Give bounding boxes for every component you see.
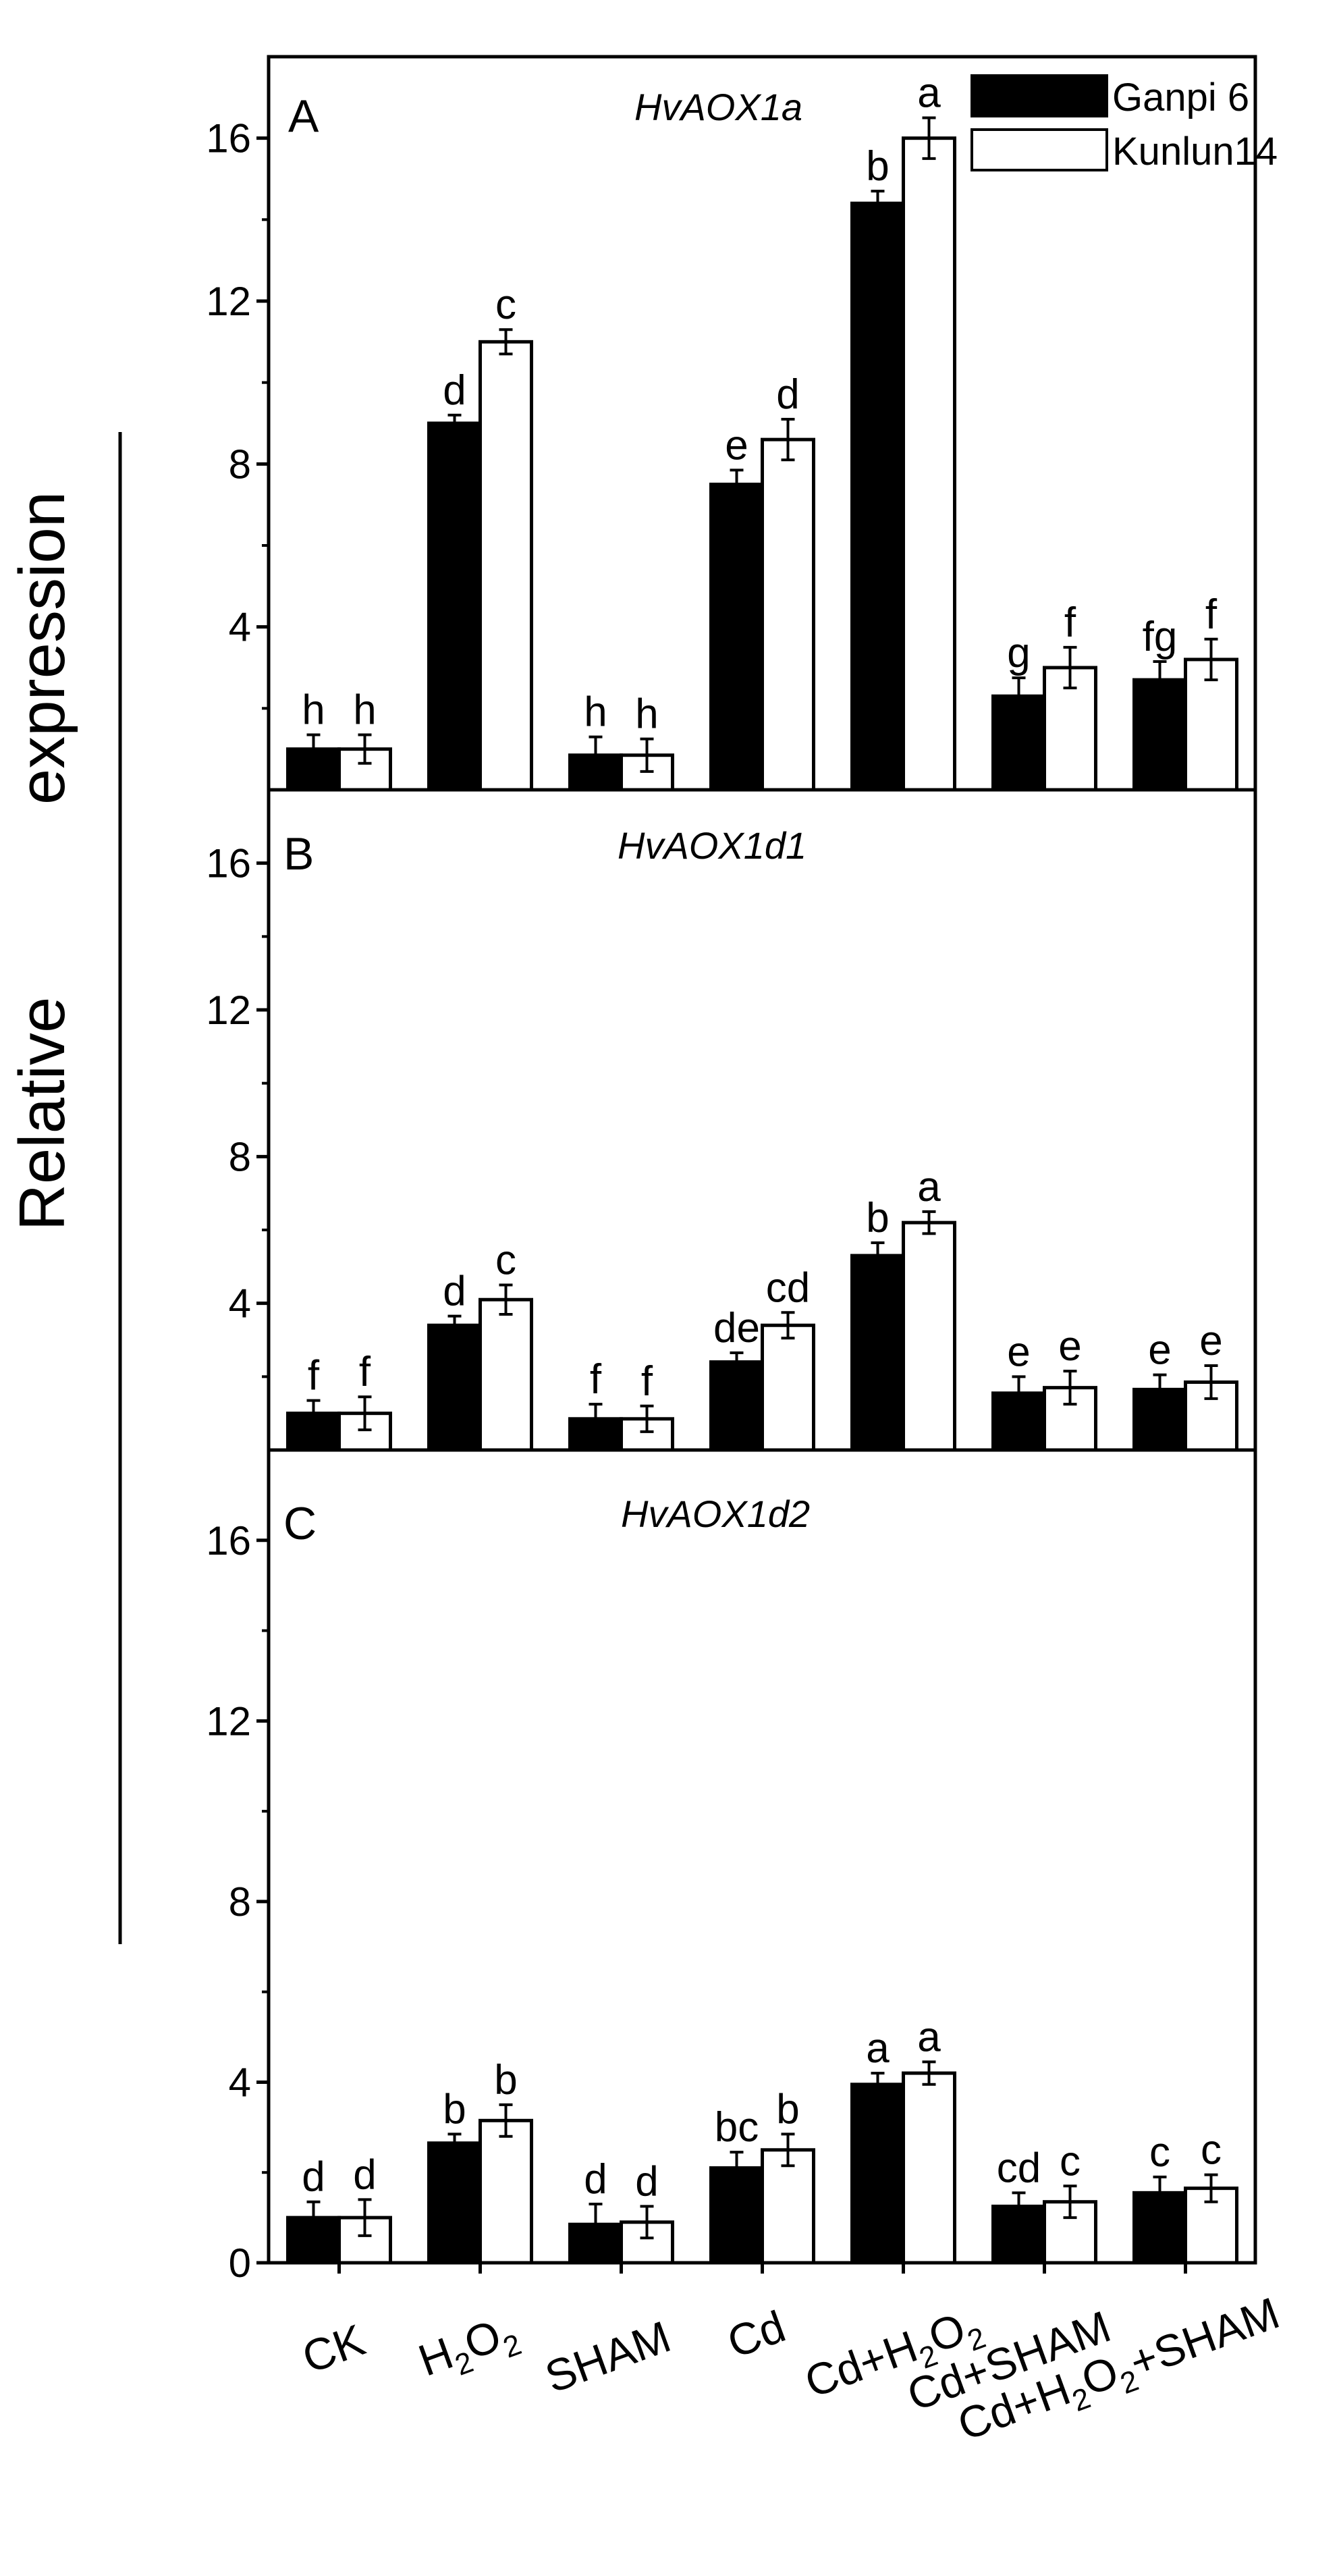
- y-tick-label: 8: [229, 441, 251, 487]
- x-label-cd: Cd: [721, 2301, 792, 2367]
- y-tick-label: 12: [206, 279, 251, 324]
- significance-letter: fg: [1143, 614, 1178, 660]
- panel-b-label: B: [283, 828, 314, 880]
- significance-letter: d: [584, 2156, 607, 2203]
- significance-letter: d: [302, 2154, 325, 2201]
- bar-kunlun14: [479, 1297, 533, 1452]
- significance-letter: a: [917, 70, 941, 117]
- x-label-ck: CK: [296, 2315, 371, 2383]
- panel-a: 4 8 12 16 h d h e b g fg h c h d a f f: [206, 55, 1257, 792]
- bar-kunlun14: [479, 340, 533, 792]
- bar-ganpi6: [850, 201, 905, 792]
- legend-label-ganpi6: Ganpi 6: [1112, 76, 1249, 119]
- significance-letter: f: [1064, 599, 1076, 646]
- significance-letter: cd: [997, 2145, 1041, 2191]
- significance-letter: b: [866, 1195, 889, 1241]
- significance-letter: f: [641, 1358, 653, 1405]
- y-axis-label-relative: Relative: [6, 997, 78, 1231]
- y-tick-label: 0: [229, 2240, 251, 2286]
- significance-letter: c: [1149, 2129, 1170, 2176]
- significance-letter: b: [866, 143, 889, 190]
- significance-letter: h: [302, 687, 325, 734]
- bar-ganpi6: [427, 421, 482, 792]
- bar-ganpi6: [709, 1360, 764, 1452]
- y-tick-label: 16: [206, 1518, 251, 1563]
- bar-ganpi6: [709, 483, 764, 792]
- significance-letter: d: [635, 2158, 658, 2205]
- legend-label-kunlun14: Kunlun14: [1112, 130, 1278, 173]
- y-axis-label-expression: expression: [6, 491, 78, 805]
- y-tick-label: 16: [206, 841, 251, 886]
- y-tick-label: 16: [206, 116, 251, 161]
- significance-letter: a: [917, 2014, 941, 2060]
- panel-frame: [267, 1448, 1257, 2265]
- significance-letter: e: [1007, 1329, 1030, 1375]
- significance-letter: c: [1060, 2138, 1081, 2184]
- significance-letter: f: [308, 1353, 320, 1399]
- significance-letter: c: [495, 1237, 516, 1284]
- bar-kunlun14: [902, 1220, 956, 1452]
- significance-letter: d: [443, 367, 466, 414]
- significance-letter: g: [1007, 630, 1030, 676]
- legend: Ganpi 6 Kunlun14: [971, 74, 1278, 173]
- significance-letter: e: [725, 422, 748, 468]
- panel-c-label: C: [283, 1498, 317, 1549]
- significance-letter: de: [713, 1305, 760, 1351]
- significance-letter: e: [1058, 1323, 1081, 1370]
- significance-letter: c: [495, 281, 516, 328]
- legend-swatch-kunlun14: [971, 128, 1108, 171]
- significance-letter: cd: [766, 1264, 810, 1311]
- x-label-h2o2: H2O2: [412, 2305, 525, 2393]
- y-tick-label: 8: [229, 1879, 251, 1925]
- significance-letter: bc: [715, 2104, 759, 2151]
- significance-letter: e: [1199, 1318, 1222, 1364]
- significance-letter: f: [590, 1356, 602, 1403]
- bar-kunlun14: [761, 437, 815, 792]
- significance-letter: a: [866, 2025, 890, 2072]
- y-tick-label: 12: [206, 988, 251, 1033]
- bar-ganpi6: [427, 1323, 482, 1452]
- significance-letter: b: [443, 2086, 466, 2132]
- panel-a-title: HvAOX1a: [634, 86, 802, 128]
- x-axis-labels: CK H2O2 SHAM Cd Cd+H2O2 Cd+SHAM Cd+H2O2+…: [296, 2288, 1285, 2450]
- bar-kunlun14: [1184, 658, 1238, 792]
- legend-swatch-ganpi6: [971, 74, 1108, 117]
- significance-letter: d: [353, 2151, 376, 2198]
- bar-ganpi6: [850, 2083, 905, 2265]
- panel-c-title: HvAOX1d2: [621, 1493, 810, 1535]
- significance-letter: b: [776, 2086, 799, 2132]
- y-tick-label: 12: [206, 1698, 251, 1744]
- y-tick-label: 4: [229, 2060, 251, 2105]
- significance-letter: h: [584, 689, 607, 736]
- y-tick-label: 4: [229, 605, 251, 650]
- bar-kunlun14: [761, 1323, 815, 1452]
- bar-ganpi6: [850, 1254, 905, 1452]
- y-tick-label: 8: [229, 1134, 251, 1179]
- panel-a-label: A: [288, 90, 319, 142]
- significance-letter: h: [635, 691, 658, 738]
- bar-kunlun14: [902, 2071, 956, 2265]
- bar-kunlun14: [479, 2118, 533, 2265]
- significance-letter: f: [1205, 591, 1218, 638]
- bar-ganpi6: [427, 2141, 482, 2265]
- significance-letter: f: [359, 1349, 371, 1395]
- x-label-sham: SHAM: [539, 2311, 676, 2403]
- bar-kunlun14: [902, 136, 956, 792]
- panel-b-title: HvAOX1d1: [618, 824, 807, 867]
- significance-letter: b: [494, 2057, 517, 2103]
- significance-letter: h: [353, 687, 376, 734]
- y-tick-label: 4: [229, 1281, 251, 1326]
- significance-letter: e: [1148, 1327, 1171, 1374]
- significance-letter: c: [1201, 2127, 1222, 2174]
- significance-letter: d: [443, 1268, 466, 1315]
- significance-letter: d: [776, 371, 799, 418]
- significance-letter: a: [917, 1164, 941, 1210]
